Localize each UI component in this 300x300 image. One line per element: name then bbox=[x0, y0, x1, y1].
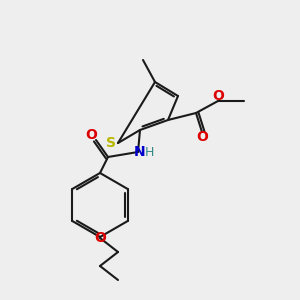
Text: O: O bbox=[196, 130, 208, 144]
Text: S: S bbox=[106, 136, 116, 150]
Text: O: O bbox=[85, 128, 97, 142]
Text: O: O bbox=[94, 231, 106, 245]
Text: O: O bbox=[212, 89, 224, 103]
Text: H: H bbox=[144, 146, 154, 158]
Text: N: N bbox=[134, 145, 146, 159]
